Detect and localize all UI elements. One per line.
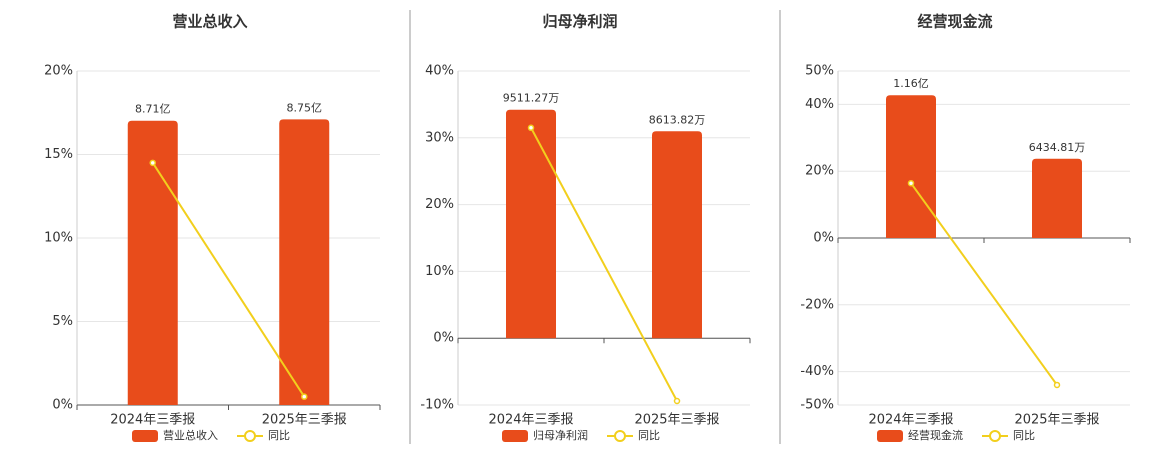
value-label: 6434.81万 <box>1029 141 1086 154</box>
point <box>907 179 915 187</box>
y-tick-label: 0% <box>813 231 834 246</box>
y-tick-label: 15% <box>44 147 73 162</box>
legend-label: 营业总收入 <box>163 428 218 442</box>
legend-label: 同比 <box>638 429 660 442</box>
y-tick-label: 30% <box>425 130 454 145</box>
value-label: 8.71亿 <box>135 103 171 116</box>
point <box>527 124 535 132</box>
y-tick-label: 10% <box>425 264 454 279</box>
legend-label: 同比 <box>1013 429 1035 442</box>
bar <box>886 95 936 238</box>
y-tick-label: -20% <box>800 297 834 312</box>
bar <box>1032 158 1082 238</box>
line <box>151 162 306 398</box>
legend-label: 归母净利润 <box>533 428 588 442</box>
y-tick-label: 5% <box>52 314 73 329</box>
y-tick-label: 20% <box>44 64 73 79</box>
y-tick-label: 10% <box>44 231 73 246</box>
x-tick-label: 2025年三季报 <box>634 413 719 428</box>
chart-title: 营业总收入 <box>172 13 247 31</box>
line <box>910 182 1058 386</box>
chart-title: 归母净利润 <box>542 13 617 31</box>
point <box>149 159 156 167</box>
legend-swatch <box>244 430 256 442</box>
y-tick-label: 20% <box>425 197 454 212</box>
bar <box>279 119 330 406</box>
chart-title: 经营现金流 <box>917 13 992 31</box>
bar <box>127 120 178 405</box>
legend-swatch <box>989 430 1001 442</box>
point <box>673 397 681 405</box>
x-tick-label: 2024年三季报 <box>868 413 953 428</box>
y-tick-label: -40% <box>800 364 834 379</box>
bar <box>506 109 556 339</box>
point <box>1053 381 1061 389</box>
y-tick-label: -50% <box>800 398 834 413</box>
legend-label: 同比 <box>268 429 290 442</box>
x-tick-label: 2024年三季报 <box>110 413 195 428</box>
value-label: 1.16亿 <box>893 77 929 90</box>
legend-label: 经营现金流 <box>908 428 963 442</box>
y-tick-label: -10% <box>420 398 454 413</box>
x-tick-label: 2025年三季报 <box>1014 413 1099 428</box>
legend-swatch <box>877 430 903 442</box>
value-label: 8.75亿 <box>287 101 323 114</box>
legend-swatch <box>502 430 528 442</box>
y-tick-label: 40% <box>805 97 834 112</box>
point <box>301 393 308 400</box>
y-tick-label: 0% <box>433 331 454 346</box>
y-tick-label: 50% <box>805 64 834 79</box>
line <box>530 127 678 402</box>
y-tick-label: 40% <box>425 64 454 79</box>
y-tick-label: 20% <box>805 164 834 179</box>
value-label: 8613.82万 <box>649 113 706 126</box>
x-tick-label: 2024年三季报 <box>488 413 573 428</box>
value-label: 9511.27万 <box>503 92 560 105</box>
x-tick-label: 2025年三季报 <box>262 413 347 428</box>
legend-swatch <box>132 430 158 442</box>
bar <box>652 131 702 339</box>
y-tick-label: 0% <box>52 398 73 413</box>
legend-swatch <box>614 430 626 442</box>
